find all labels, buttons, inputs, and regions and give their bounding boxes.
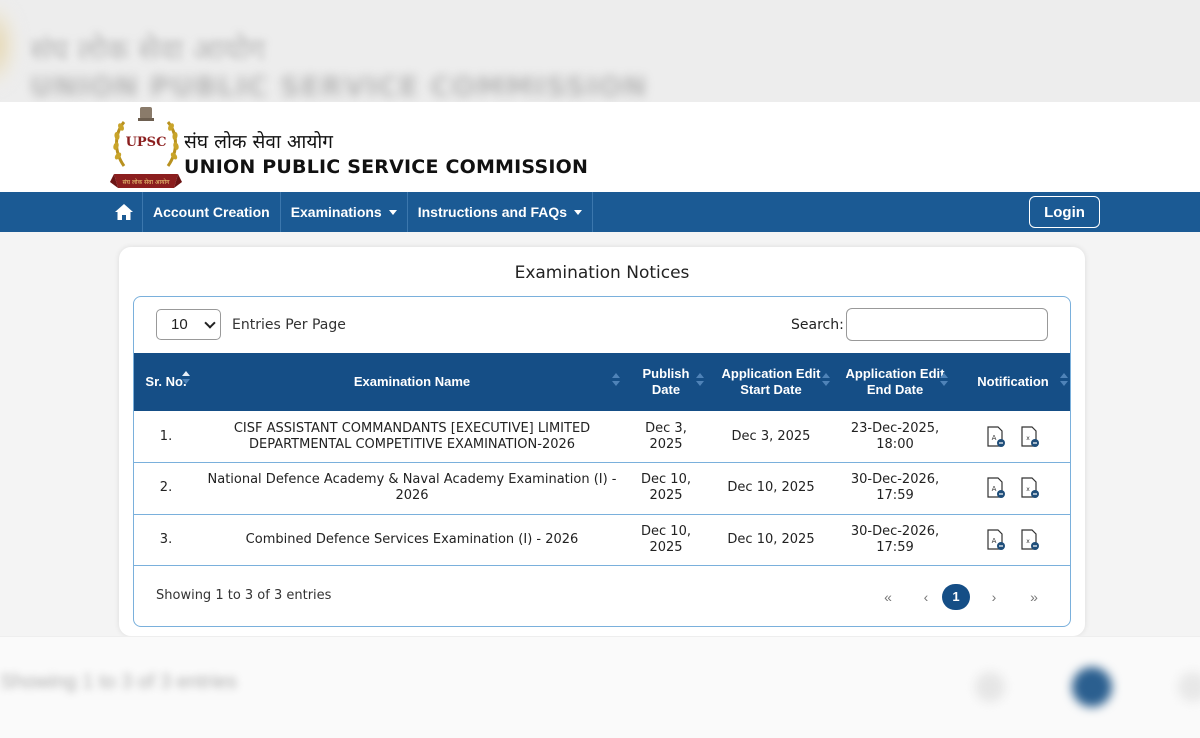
emblem-text: UPSC [126,135,167,150]
nav-examinations[interactable]: Examinations [281,192,408,232]
nav-account-creation-label: Account Creation [153,204,270,220]
entries-per-page-label: Entries Per Page [232,317,346,333]
caret-down-icon [574,209,583,215]
nav-examinations-label: Examinations [290,204,382,220]
sort-icon [696,373,704,389]
prev-page-button[interactable]: ‹ [923,589,929,605]
next-page-button[interactable]: › [991,589,997,605]
cell-edit-end: 30-Dec-2026, 17:59 [850,523,940,555]
upsc-emblem-logo: UPSC संघ लोक सेवा आयोग [110,107,182,188]
blurred-emblem [0,0,20,90]
search-label: Search: [791,317,844,333]
hindi-notice-pdf-icon[interactable]: A [986,425,1006,448]
header-sr-no[interactable]: Sr. No. [134,353,198,411]
blurred-hindi-title: संघ लोक सेवा आयोग [30,33,266,68]
cell-edit-start: Dec 10, 2025 [727,531,815,547]
svg-text:A: A [992,434,997,442]
sort-icon [612,373,620,389]
english-notice-pdf-icon[interactable]: x [1020,477,1040,499]
notices-table: Sr. No. Examination Name Publish Date Ap… [134,353,1070,566]
hindi-notice-pdf-icon[interactable]: A [986,529,1006,551]
cell-notification: A x [954,514,1070,566]
blurred-showing-text: Showing 1 to 3 of 3 entries [0,671,237,693]
notices-table-container: 10 Entries Per Page Search: Sr. No. [133,296,1071,627]
sort-icon [940,373,948,389]
entries-per-page-select[interactable]: 10 [156,309,221,340]
sort-icon [822,373,830,389]
cell-publish-date: Dec 10, 2025 [641,523,691,555]
nav-account-creation[interactable]: Account Creation [143,192,281,232]
sort-icon [182,371,190,387]
entries-per-page-value: 10 [171,316,188,333]
header-edit-end-date[interactable]: Application Edit End Date [836,353,954,411]
cell-notification: A x [954,463,1070,515]
main-navbar: Account Creation Examinations Instructio… [0,192,1200,232]
nav-home[interactable] [108,192,143,232]
blurred-pager-dot [975,672,1005,702]
site-header: UPSC संघ लोक सेवा आयोग संघ लोक सेवा आयोग… [0,102,1200,192]
chevron-down-icon [204,317,216,329]
home-icon [115,204,133,220]
svg-text:A: A [992,485,997,493]
header-publish-date[interactable]: Publish Date [626,353,706,411]
blurred-background-footer: Showing 1 to 3 of 3 entries [0,636,1200,738]
hindi-notice-pdf-icon[interactable]: A [986,477,1006,499]
header-exam-name[interactable]: Examination Name [198,353,626,411]
cell-edit-start: Dec 10, 2025 [727,480,815,496]
header-edit-start-date[interactable]: Application Edit Start Date [706,353,836,411]
card-title: Examination Notices [514,263,690,283]
nav-instructions-faqs-label: Instructions and FAQs [417,204,568,220]
title-hindi: संघ लोक सेवा आयोग [184,131,333,153]
emblem-ribbon-text: संघ लोक सेवा आयोग [122,178,170,186]
cell-exam-name: National Defence Academy & Naval Academy… [207,472,617,504]
cell-exam-name: Combined Defence Services Examination (I… [245,531,579,547]
examination-notices-card: Examination Notices 10 Entries Per Page … [119,247,1085,636]
blurred-background-header: संघ लोक सेवा आयोग UNION PUBLIC SERVICE C… [0,0,1200,102]
cell-notification: A x [954,411,1070,463]
table-row: 2. National Defence Academy & Naval Acad… [134,463,1070,515]
english-notice-pdf-icon[interactable]: x [1020,529,1040,551]
page-1-button[interactable]: 1 [942,584,970,610]
nav-instructions-faqs[interactable]: Instructions and FAQs [408,192,594,232]
cell-edit-start: Dec 3, 2025 [731,428,811,444]
cell-sr: 2. [159,480,173,496]
sort-icon [1060,373,1068,389]
blurred-pager-dot [1178,672,1200,702]
cell-edit-end: 23-Dec-2025, 18:00 [850,420,940,452]
header-notification[interactable]: Notification [954,353,1070,411]
cell-sr: 1. [159,428,173,444]
table-header-row: Sr. No. Examination Name Publish Date Ap… [134,353,1070,411]
svg-text:x: x [1026,538,1030,545]
svg-text:x: x [1026,486,1030,493]
table-info: Showing 1 to 3 of 3 entries [156,588,332,603]
title-english: UNION PUBLIC SERVICE COMMISSION [184,156,589,178]
blurred-english-title: UNION PUBLIC SERVICE COMMISSION [30,70,648,102]
cell-sr: 3. [159,531,173,547]
blurred-pager-current [1072,667,1112,707]
cell-publish-date: Dec 10, 2025 [641,472,691,504]
table-row: 3. Combined Defence Services Examination… [134,514,1070,566]
cell-publish-date: Dec 3, 2025 [645,420,687,452]
last-page-button[interactable]: » [1030,589,1038,605]
svg-text:A: A [992,537,997,545]
login-button[interactable]: Login [1029,196,1100,228]
cell-edit-end: 30-Dec-2026, 17:59 [850,472,940,504]
first-page-button[interactable]: « [884,589,892,605]
english-notice-pdf-icon[interactable]: x [1020,425,1040,448]
brand-title: संघ लोक सेवा आयोग UNION PUBLIC SERVICE C… [184,130,588,180]
table-row: 1. CISF ASSISTANT COMMANDANTS [EXECUTIVE… [134,411,1070,463]
caret-down-icon [388,209,397,215]
search-input[interactable] [846,308,1048,341]
svg-text:x: x [1026,435,1030,442]
cell-exam-name: CISF ASSISTANT COMMANDANTS [EXECUTIVE] L… [233,420,591,452]
